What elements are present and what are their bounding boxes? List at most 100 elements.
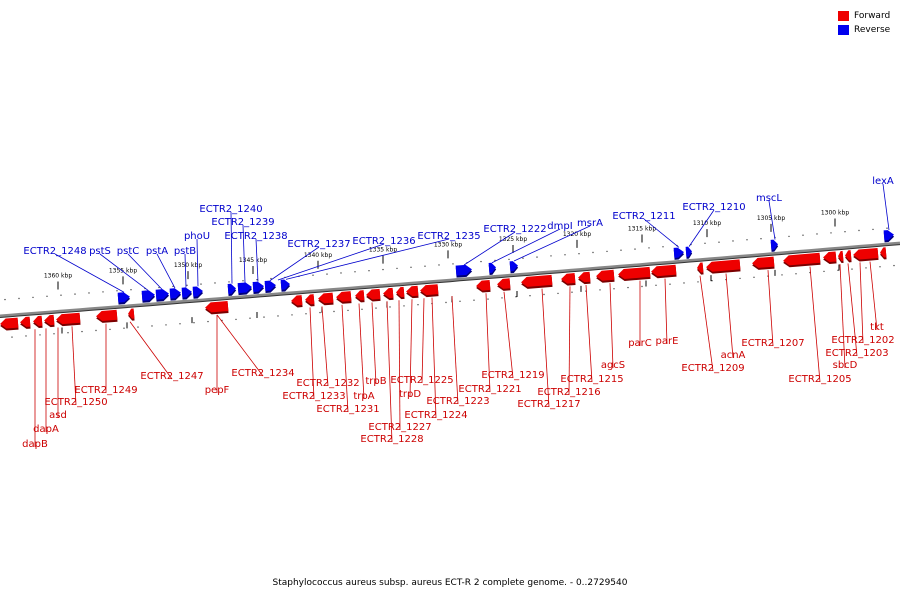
forward-gene-arrow-body <box>651 264 677 277</box>
reverse-gene-label: ECTR2_1240 <box>199 204 262 215</box>
track-dot <box>410 266 412 268</box>
reverse-gene-label-leader <box>255 238 259 282</box>
reverse-gene-arrow <box>488 262 497 275</box>
legend-item-forward: Forward <box>838 9 890 23</box>
track-dot <box>403 305 405 307</box>
reverse-gene-label: mscL <box>756 193 782 204</box>
genome-backbone-line <box>0 241 900 318</box>
forward-gene-label-leader <box>341 304 349 413</box>
track-dot <box>375 307 377 309</box>
track-dot <box>529 295 531 297</box>
forward-gene-label-leader <box>71 326 77 406</box>
forward-gene-label: ECTR2_1225 <box>390 375 453 386</box>
reverse-gene-label: ECTR2_1222 <box>483 224 546 235</box>
track-dot <box>347 309 349 312</box>
reverse-gene-label: ECTR2_1211 <box>612 211 675 222</box>
track-dot <box>109 328 111 331</box>
reverse-gene-label: pstS <box>89 246 111 257</box>
forward-gene-label-leader <box>409 299 413 398</box>
forward-gene-arrow-body <box>336 291 352 302</box>
forward-gene-label: ECTR2_1207 <box>741 338 804 349</box>
forward-gene-arrow-body <box>561 273 576 284</box>
forward-gene-arrow <box>305 294 315 307</box>
reverse-gene-arrow-body <box>264 280 276 292</box>
forward-gene-arrow-body <box>44 314 55 326</box>
forward-gene-label-leader <box>398 300 401 431</box>
forward-gene-label-leader <box>847 263 858 357</box>
reverse-gene-label-leader <box>463 231 516 266</box>
reverse-gene-arrow-body <box>181 287 192 298</box>
reverse-gene-label-leader <box>688 209 715 247</box>
track-dot <box>277 315 279 317</box>
forward-gene-arrow-body <box>33 315 43 327</box>
forward-gene-arrow <box>366 288 381 302</box>
forward-gene-arrow-body <box>291 295 303 306</box>
forward-gene-arrow-body <box>838 250 844 262</box>
forward-gene-arrow <box>706 259 741 274</box>
track-dot <box>753 276 755 278</box>
reverse-gene-arrow <box>117 292 131 305</box>
track-dot <box>151 325 153 327</box>
track-dot <box>851 268 853 270</box>
forward-gene-arrow-body <box>578 271 591 283</box>
forward-gene-arrow <box>853 247 879 262</box>
forward-gene-label: agcS <box>601 360 625 371</box>
track-dot <box>172 285 174 288</box>
track-dot <box>165 324 167 326</box>
reverse-gene-label: ECTR2_1238 <box>224 231 287 242</box>
track-dot <box>459 300 461 302</box>
track-dot <box>137 326 139 328</box>
forward-gene-arrow <box>406 285 419 299</box>
tick-label: 1350 kbp <box>174 262 202 269</box>
forward-gene-arrow-body <box>383 287 394 299</box>
reverse-gene-arrow-body <box>252 281 264 293</box>
forward-gene-arrow <box>596 269 615 283</box>
forward-gene-arrow <box>618 266 651 281</box>
forward-gene-label: pepF <box>205 385 230 396</box>
reverse-gene-label: ECTR2_1239 <box>211 217 274 228</box>
gene-layer <box>0 230 895 331</box>
track-dot <box>872 228 874 231</box>
forward-gene-label-leader <box>321 306 329 387</box>
forward-gene-label: ECTR2_1231 <box>316 404 379 415</box>
track-dot <box>305 313 307 315</box>
track-dot <box>886 227 888 229</box>
forward-gene-label-leader <box>725 273 734 359</box>
tick-label: 1335 kbp <box>369 247 397 254</box>
track-dot <box>32 296 34 299</box>
forward-gene-arrow <box>355 290 365 303</box>
track-dot <box>627 286 629 289</box>
forward-gene-label: ECTR2_1202 <box>831 335 894 346</box>
track-dot <box>592 251 594 254</box>
track-dot <box>536 256 538 258</box>
tick-label: 1355 kbp <box>109 267 137 274</box>
reverse-gene-label-leader <box>184 253 187 288</box>
track-dot <box>879 266 881 268</box>
forward-gene-label-leader <box>609 283 614 369</box>
forward-gene-arrow <box>96 309 118 323</box>
forward-gene-arrow-body <box>476 279 491 291</box>
track-dot <box>795 273 797 275</box>
track-dot <box>18 297 20 300</box>
reverse-swatch <box>838 25 849 35</box>
track-dot <box>312 274 314 276</box>
reverse-gene-arrow <box>509 261 519 274</box>
track-dot <box>865 267 867 269</box>
track-dot <box>4 298 6 301</box>
forward-gene-arrow <box>845 250 852 263</box>
track-dot <box>620 249 622 251</box>
forward-gene-label: tkt <box>870 322 884 333</box>
forward-gene-label: ECTR2_1221 <box>458 384 521 395</box>
forward-gene-label: ECTR2_1234 <box>231 368 294 379</box>
forward-gene-label: ECTR2_1247 <box>140 371 203 382</box>
reverse-gene-label-leader <box>285 238 450 280</box>
forward-gene-label: sbcD <box>833 360 858 371</box>
forward-gene-arrow <box>56 312 81 327</box>
track-dot <box>697 281 699 283</box>
track-dot <box>81 330 83 333</box>
forward-gene-arrow <box>752 256 775 270</box>
track-dot <box>368 270 370 272</box>
forward-gene-label: parE <box>656 336 679 347</box>
track-dot <box>249 317 251 319</box>
reverse-gene-arrow <box>141 290 156 303</box>
